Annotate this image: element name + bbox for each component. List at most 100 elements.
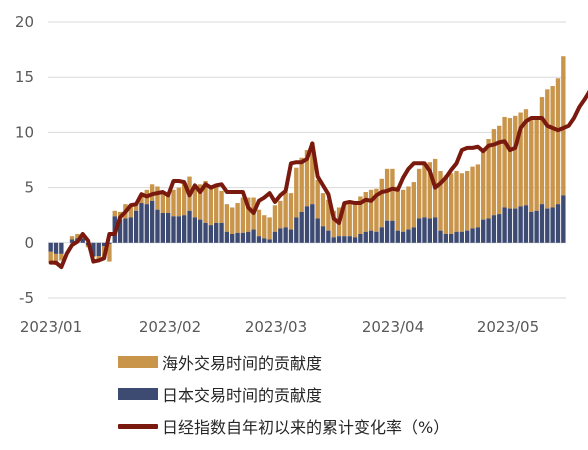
japan-bar [475,227,481,243]
overseas-bar [267,217,272,240]
overseas-bar [475,164,481,228]
japan-bar [406,229,411,243]
overseas-bar [203,180,208,223]
legend-item-japan: 日本交易时间的贡献度 [118,378,449,410]
japan-bar [529,211,534,243]
legend: 海外交易时间的贡献度 日本交易时间的贡献度 日经指数自年初以来的累计变化率（%） [118,346,449,442]
japan-bar [465,230,470,243]
overseas-bar [545,89,550,209]
overseas-bar [406,186,411,230]
legend-label-overseas: 海外交易时间的贡献度 [162,354,323,373]
x-tick-label: 2023/01 [20,318,82,336]
japan-bar [123,218,128,243]
japan-bar [443,233,449,243]
japan-bar [422,217,427,243]
overseas-bar [214,186,219,223]
japan-bar [192,217,198,243]
japan-bar [181,215,187,243]
japan-bar [256,236,262,243]
cumulative-line-layer [48,89,588,270]
overseas-bar [411,182,416,228]
japan-bar [272,231,278,243]
japan-bar [48,242,53,252]
japan-bar [438,230,443,243]
japan-bar [96,242,101,257]
y-tick-label: 10 [15,123,34,141]
overseas-bar [59,253,64,261]
japan-bar [144,204,149,243]
japan-bar [283,227,288,243]
japan-bar [374,231,379,243]
overseas-bar [326,199,331,231]
legend-item-overseas: 海外交易时间的贡献度 [118,346,449,378]
japan-bar [208,225,214,243]
japan-bar [117,219,123,243]
overseas-bar [550,86,555,208]
overseas-bar [454,171,459,232]
japan-bar [320,226,326,243]
japan-bar [555,204,561,243]
japan-bar [160,212,166,243]
japan-bar [331,237,336,243]
overseas-bar [465,171,470,231]
japan-bar [310,204,315,243]
overseas-bar [416,168,422,219]
overseas-bar [481,150,486,220]
legend-label-japan: 日本交易时间的贡献度 [162,386,323,405]
overseas-bar [331,210,336,238]
overseas-bar [48,251,53,263]
japan-bar [139,203,144,243]
overseas-bar [256,209,262,237]
overseas-bar [181,183,187,216]
japan-bar [224,231,230,243]
y-tick-labels: -5 0 5 10 15 20 [15,13,34,307]
overseas-bar [310,142,315,205]
overseas-bar [320,193,326,227]
overseas-bar [518,112,523,207]
japan-bar [502,207,507,243]
japan-bar [497,214,502,243]
japan-bar [363,231,368,243]
japan-bar [288,229,294,243]
overseas-bar [112,210,117,217]
legend-swatch-japan [118,388,158,400]
overseas-bar [561,56,566,196]
overseas-bar [288,193,294,230]
overseas-bar [379,178,384,228]
japan-bar [539,204,545,243]
overseas-bar [534,116,539,211]
x-tick-label: 2023/03 [245,318,307,336]
overseas-bar [107,243,112,262]
japan-bar [267,239,272,243]
overseas-bar [438,171,443,231]
japan-bars [48,195,566,257]
japan-bar [358,233,363,243]
japan-bar [347,236,352,243]
japan-bar [390,220,395,243]
x-tick-label: 2023/02 [139,318,201,336]
legend-label-cumulative: 日经指数自年初以来的累计变化率（%） [162,418,450,437]
overseas-bar [529,119,534,212]
japan-bar [240,232,246,243]
overseas-bar [491,129,497,216]
overseas-bar [368,189,374,231]
overseas-bar [400,189,406,232]
japan-bar [278,228,283,243]
overseas-bar [352,204,358,238]
y-tick-label: 15 [15,68,34,86]
overseas-bar [299,157,304,212]
overseas-bar [304,150,310,207]
overseas-bar [443,175,449,234]
japan-bar [294,217,299,243]
japan-bar [400,231,406,243]
japan-bar [80,238,85,243]
overseas-bar [171,189,176,217]
japan-bar [128,217,133,243]
overseas-bar [224,204,230,232]
overseas-bar [459,173,465,232]
overseas-bar [262,215,267,239]
overseas-bar [198,184,203,220]
overseas-bar [555,78,561,205]
overseas-bar [208,185,214,226]
y-tick-label: -5 [19,289,34,307]
